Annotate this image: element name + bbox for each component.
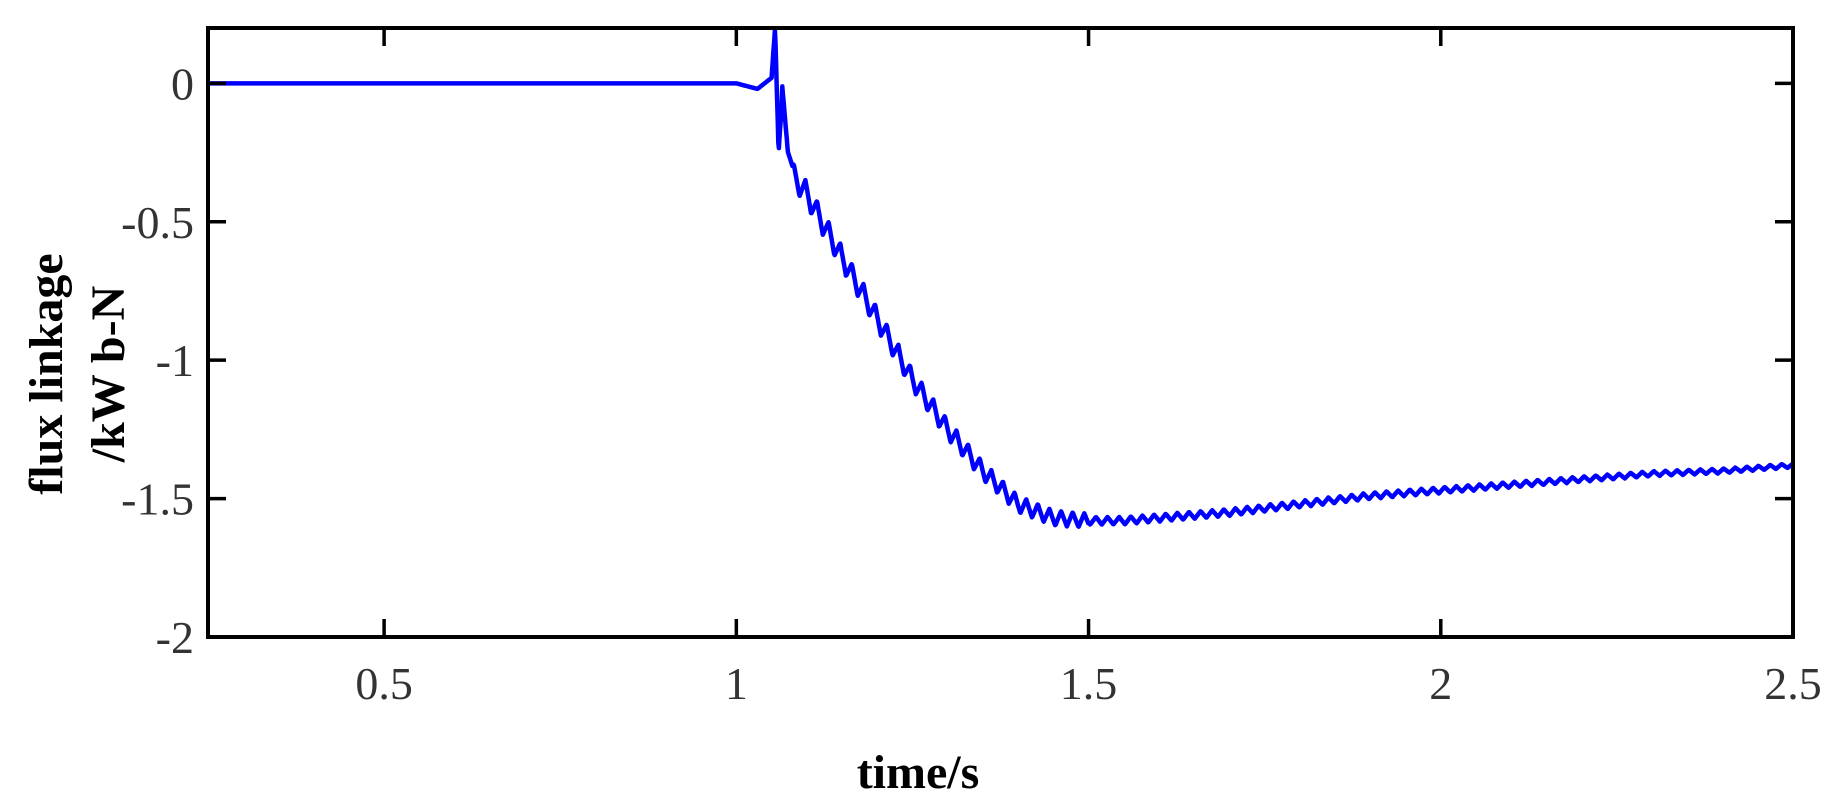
y-axis-ticks: 0 -0.5 -1 -1.5 -2: [121, 58, 1793, 663]
plot-area: [208, 28, 1793, 529]
y-tick-label: -2: [156, 612, 194, 663]
axes: [206, 26, 1795, 639]
y-axis-title-line-2: /kW b-N: [82, 285, 135, 463]
y-tick-label: 0: [171, 58, 194, 109]
series-line-0: [208, 28, 1793, 529]
x-axis-ticks: 0.5 1 1.5 2 2.5: [355, 28, 1822, 709]
x-tick-label: 2.5: [1764, 658, 1822, 709]
x-axis-title: time/s: [857, 746, 980, 799]
x-tick-label: 0.5: [355, 658, 413, 709]
y-axis-title-line-1: flux linkage: [20, 253, 73, 494]
y-tick-label: -1: [156, 335, 194, 386]
y-tick-label: -1.5: [121, 474, 194, 525]
x-tick-label: 2: [1429, 658, 1452, 709]
y-tick-label: -0.5: [121, 197, 194, 248]
plot-frame: [206, 26, 1795, 639]
x-tick-label: 1: [725, 658, 748, 709]
x-tick-label: 1.5: [1060, 658, 1118, 709]
